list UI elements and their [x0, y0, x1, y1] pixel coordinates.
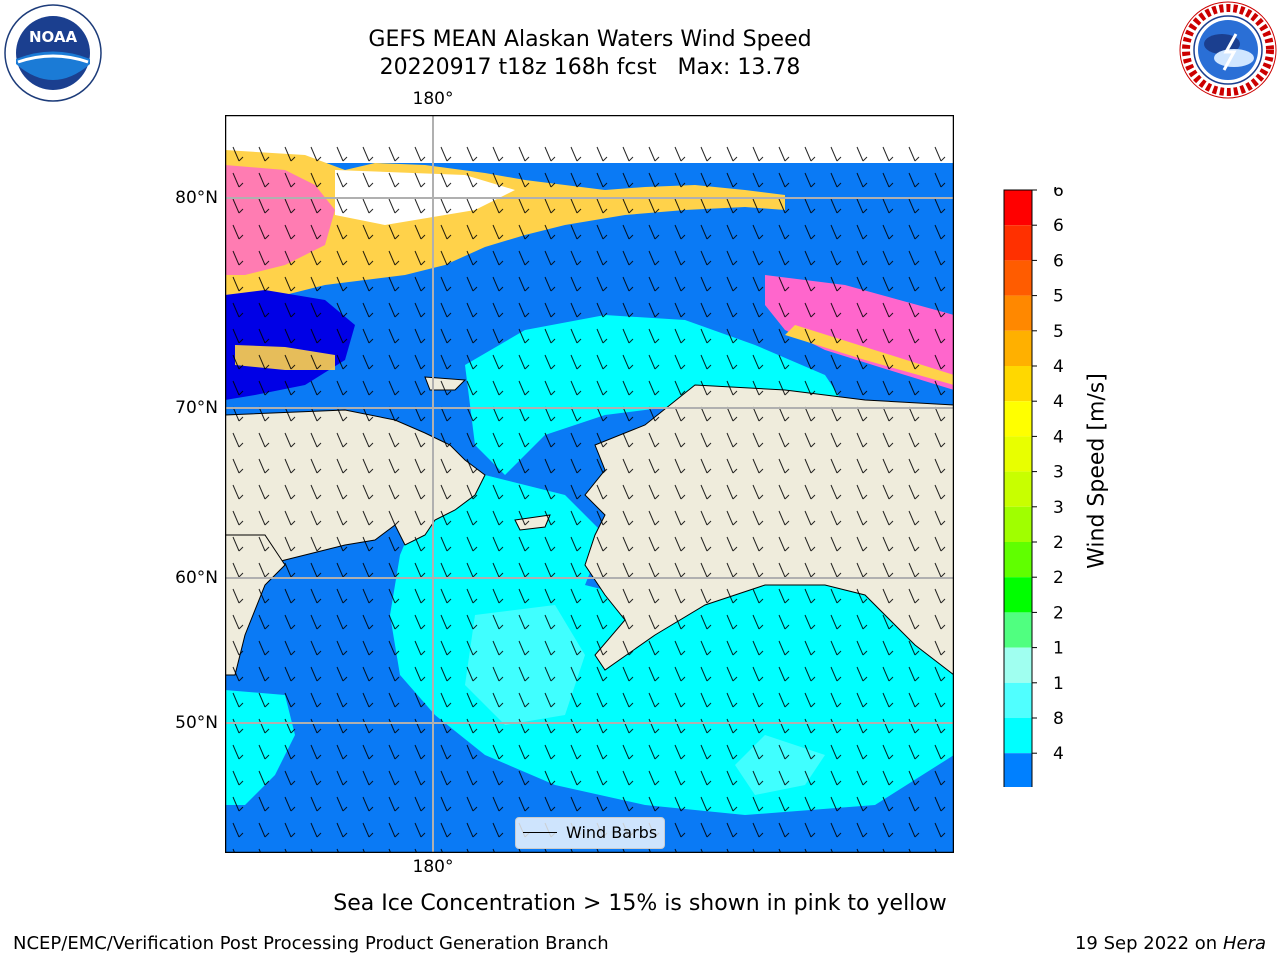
- map-legend: Wind Barbs: [515, 817, 665, 849]
- chart-title: GEFS MEAN Alaskan Waters Wind Speed: [368, 27, 812, 52]
- colorbar-segment: [1004, 577, 1032, 613]
- lat-label-80: 80°N: [175, 188, 218, 208]
- colorbar-segment: [1004, 612, 1032, 648]
- noaa-logo: NOAA: [4, 4, 102, 102]
- colorbar-segment: [1004, 506, 1032, 542]
- colorbar-tick-label: 32: [1053, 498, 1064, 518]
- colorbar-tick-label: 48: [1053, 357, 1064, 377]
- colorbar: 68 64 60 56 52 48 44 40 36 32 28 24 20 16 12 8 4: [1000, 181, 1075, 817]
- colorbar-segment: [1004, 225, 1032, 261]
- colorbar-segment: [1004, 401, 1032, 437]
- colorbar-segment: [1004, 436, 1032, 472]
- colorbar-tick-label: 44: [1053, 392, 1064, 412]
- map-panel: [224, 114, 955, 854]
- colorbar-tick-label: 40: [1053, 427, 1064, 447]
- colorbar-tick-label: 20: [1053, 603, 1064, 623]
- colorbar-label: Wind Speed [m/s]: [1084, 373, 1110, 569]
- colorbar-tick-label: 8: [1053, 709, 1064, 729]
- legend-line-icon: [523, 832, 557, 833]
- colorbar-segment: [1004, 330, 1032, 366]
- colorbar-segment: [1004, 366, 1032, 402]
- chart-subtitle: 20220917 t18z 168h fcst Max: 13.78: [379, 55, 801, 80]
- lon-label-top: 180°: [412, 89, 454, 109]
- nws-logo: [1178, 0, 1278, 100]
- colorbar-segment: [1004, 647, 1032, 683]
- colorbar-segment: [1004, 190, 1032, 226]
- colorbar-tick-label: 64: [1053, 216, 1064, 236]
- map-canvas: [224, 114, 955, 854]
- date-text: 19 Sep 2022 on Hera: [1075, 933, 1266, 954]
- colorbar-svg: 68 64 60 56 52 48 44 40 36 32 28 24 20 16 12 8 4: [1003, 181, 1075, 817]
- colorbar-tick-label: 28: [1053, 533, 1064, 553]
- colorbar-segment: [1004, 471, 1032, 507]
- colorbar-tick-label: 24: [1053, 568, 1064, 588]
- colorbar-segment: [1004, 260, 1032, 296]
- lat-label-70: 70°N: [175, 398, 218, 418]
- wind-barbs: [225, 145, 954, 853]
- lat-label-60: 60°N: [175, 568, 218, 588]
- colorbar-segment: [1004, 295, 1032, 331]
- noaa-logo-text: NOAA: [29, 28, 78, 46]
- colorbar-tick-label: 52: [1053, 322, 1064, 342]
- colorbar-segment: [1004, 753, 1032, 789]
- lat-label-50: 50°N: [175, 713, 218, 733]
- colorbar-tick-label: 56: [1053, 287, 1064, 307]
- colorbar-tick-label: 68: [1053, 187, 1064, 201]
- colorbar-tick-label: 4: [1053, 744, 1064, 764]
- host-name: Hera: [1222, 933, 1266, 954]
- colorbar-tick-label: 12: [1053, 674, 1064, 694]
- legend-label: Wind Barbs: [566, 823, 658, 842]
- map-frame: [224, 114, 955, 854]
- colorbar-segment: [1004, 682, 1032, 718]
- lon-label-bottom: 180°: [412, 857, 454, 877]
- colorbar-tick-label: 16: [1053, 639, 1064, 659]
- sea-ice-note: Sea Ice Concentration > 15% is shown in …: [333, 891, 947, 916]
- date-value: 19 Sep 2022 on: [1074, 933, 1218, 954]
- colorbar-tick-label: 36: [1053, 463, 1064, 483]
- colorbar-segment: [1004, 718, 1032, 754]
- credit-text: NCEP/EMC/Verification Post Processing Pr…: [13, 933, 609, 954]
- colorbar-tick-label: 60: [1053, 251, 1064, 271]
- colorbar-segment: [1004, 542, 1032, 578]
